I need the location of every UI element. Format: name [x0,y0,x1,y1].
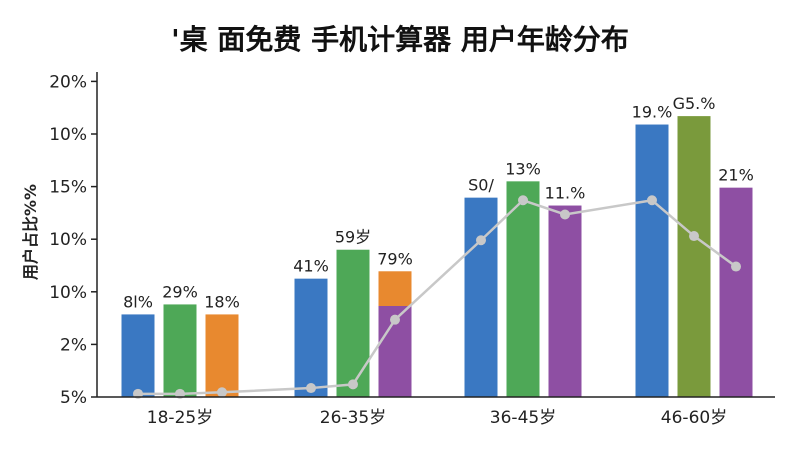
y-tick-label: 2% [60,335,87,355]
trend-point-8 [518,195,528,206]
data-label: 11.% [545,184,586,203]
y-tick-label: 10% [49,283,87,303]
data-label: 8l% [123,292,153,311]
chart-title: '桌 面免费 手机计算器 用户年龄分布 [171,23,629,56]
bar-1-1 [121,314,155,397]
y-tick-label: 10% [49,125,87,145]
trend-point-6 [390,314,400,325]
bar-4-1 [635,124,669,398]
data-label: 21% [718,166,754,185]
trend-point-4 [306,383,316,394]
trend-point-11 [689,231,699,242]
axes-layer [91,72,775,398]
y-tick-label: 10% [49,230,87,250]
data-label: 41% [293,257,329,276]
bar-1-2 [163,304,197,397]
bar-3-2 [506,181,540,397]
x-tick-label: 46-60岁 [661,408,727,428]
y-axis-title: 用户占比%% [21,184,40,280]
bar-top-segment-2-3 [378,271,412,307]
data-label: G5.% [673,94,716,113]
x-tick-label: 26-35岁 [320,408,386,428]
trend-point-3 [217,387,227,398]
trend-point-9 [560,209,570,220]
trend-point-7 [476,235,486,246]
bar-4-2 [677,116,711,397]
data-label: S0/ [468,176,494,195]
trend-point-5 [348,379,358,390]
y-tick-label: 5% [60,388,87,408]
data-label: 59岁 [335,228,371,247]
trend-line [138,198,737,396]
x-tick-label: 18-25岁 [147,408,213,428]
bar-4-3 [719,187,753,397]
y-tick-label: 15% [49,178,87,198]
bar-3-3 [548,205,582,397]
y-tick-label: 20% [49,72,87,92]
bars-layer [121,116,753,398]
bar-2-2 [336,249,370,397]
bar-2-1 [294,278,328,397]
data-label: 29% [162,282,198,301]
data-label: 13% [505,159,541,178]
x-tick-label: 36-45岁 [490,408,556,428]
labels-layer: 8l% 29% 18% 41% 59岁 79% S0/13%11.% 19.% G5.% 21% 5… [21,72,754,428]
trend-point-12 [731,261,741,272]
trend-point-10 [647,195,657,206]
data-label: 79% [377,249,413,268]
data-label: 19.% [632,103,673,122]
bar-1-3 [205,314,239,397]
data-label: 18% [204,292,240,311]
